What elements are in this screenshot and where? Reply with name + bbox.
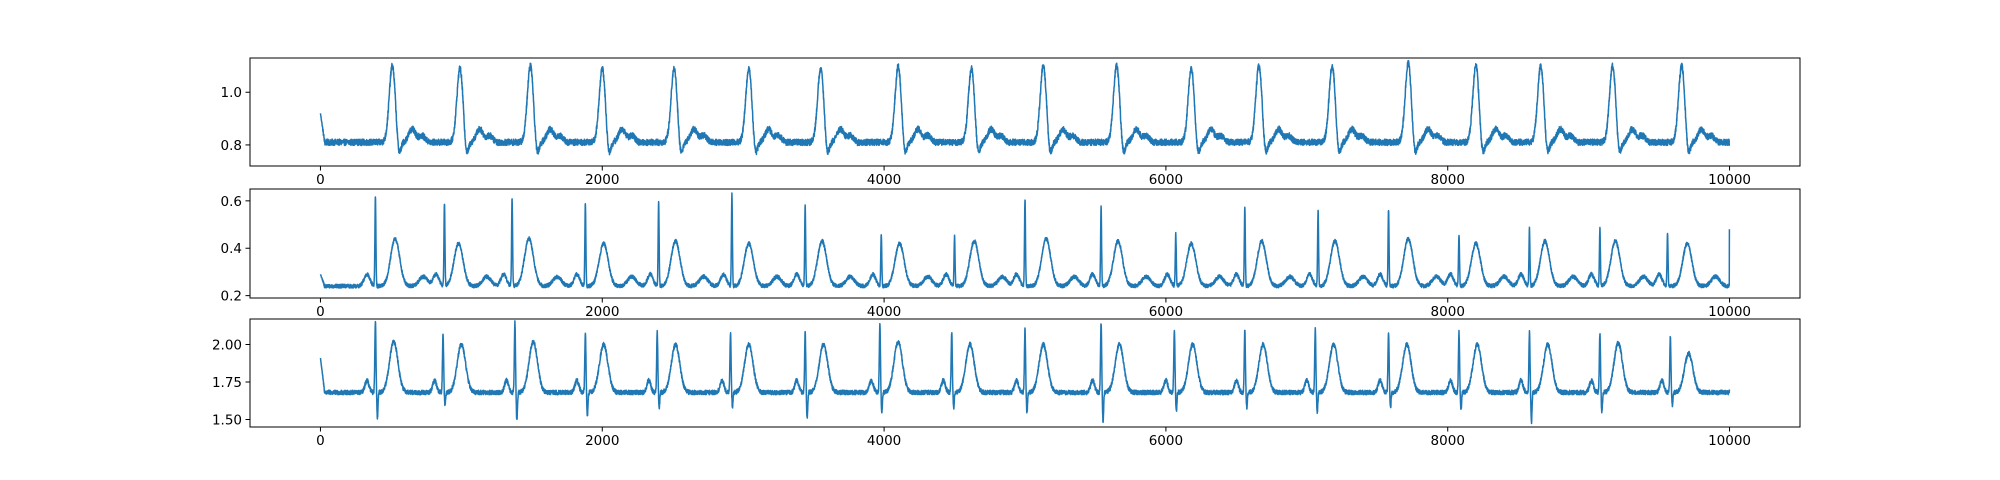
y-tick-label: 1.0 (221, 85, 242, 101)
x-tick-label: 8000 (1431, 433, 1465, 449)
x-tick-label: 6000 (1149, 433, 1183, 449)
x-tick-label: 2000 (585, 433, 619, 449)
x-tick-label: 0 (316, 433, 325, 449)
y-tick-label: 0.8 (221, 138, 242, 154)
axes-frame (249, 188, 1801, 299)
x-tick-label: 8000 (1431, 172, 1465, 188)
x-tick-label: 10000 (1708, 172, 1751, 188)
series-line-1 (319, 320, 1731, 425)
x-tick-label: 0 (316, 304, 325, 320)
x-tick-label: 4000 (867, 433, 901, 449)
y-tick-label: 0.4 (221, 241, 242, 257)
y-tick-label: 1.50 (212, 413, 242, 429)
subplot-1: 0 2000 4000 6000 8000 10000 0.8 1.0 (221, 57, 1801, 188)
axes-frame (249, 318, 1801, 428)
x-tick-label: 10000 (1708, 304, 1751, 320)
subplot-3: 0 2000 4000 6000 8000 10000 1.50 1.75 2.00 (212, 318, 1801, 449)
y-tick-label: 0.2 (221, 289, 242, 305)
x-tick-label: 6000 (1149, 172, 1183, 188)
subplot-2: 0 2000 4000 6000 8000 10000 0.2 0.4 0.6 (221, 188, 1801, 320)
x-tick-label: 2000 (585, 172, 619, 188)
x-tick-label: 6000 (1149, 304, 1183, 320)
series-line-1 (319, 59, 1731, 156)
y-tick-label: 1.75 (212, 375, 242, 391)
y-tick-label: 2.00 (212, 338, 242, 354)
axes-frame (249, 57, 1801, 167)
series-line-1 (319, 192, 1731, 289)
y-tick-label: 0.6 (221, 194, 242, 210)
x-tick-label: 0 (316, 172, 325, 188)
x-tick-label: 10000 (1708, 433, 1751, 449)
x-tick-label: 2000 (585, 304, 619, 320)
x-tick-label: 4000 (867, 304, 901, 320)
x-tick-label: 4000 (867, 172, 901, 188)
x-tick-label: 8000 (1431, 304, 1465, 320)
